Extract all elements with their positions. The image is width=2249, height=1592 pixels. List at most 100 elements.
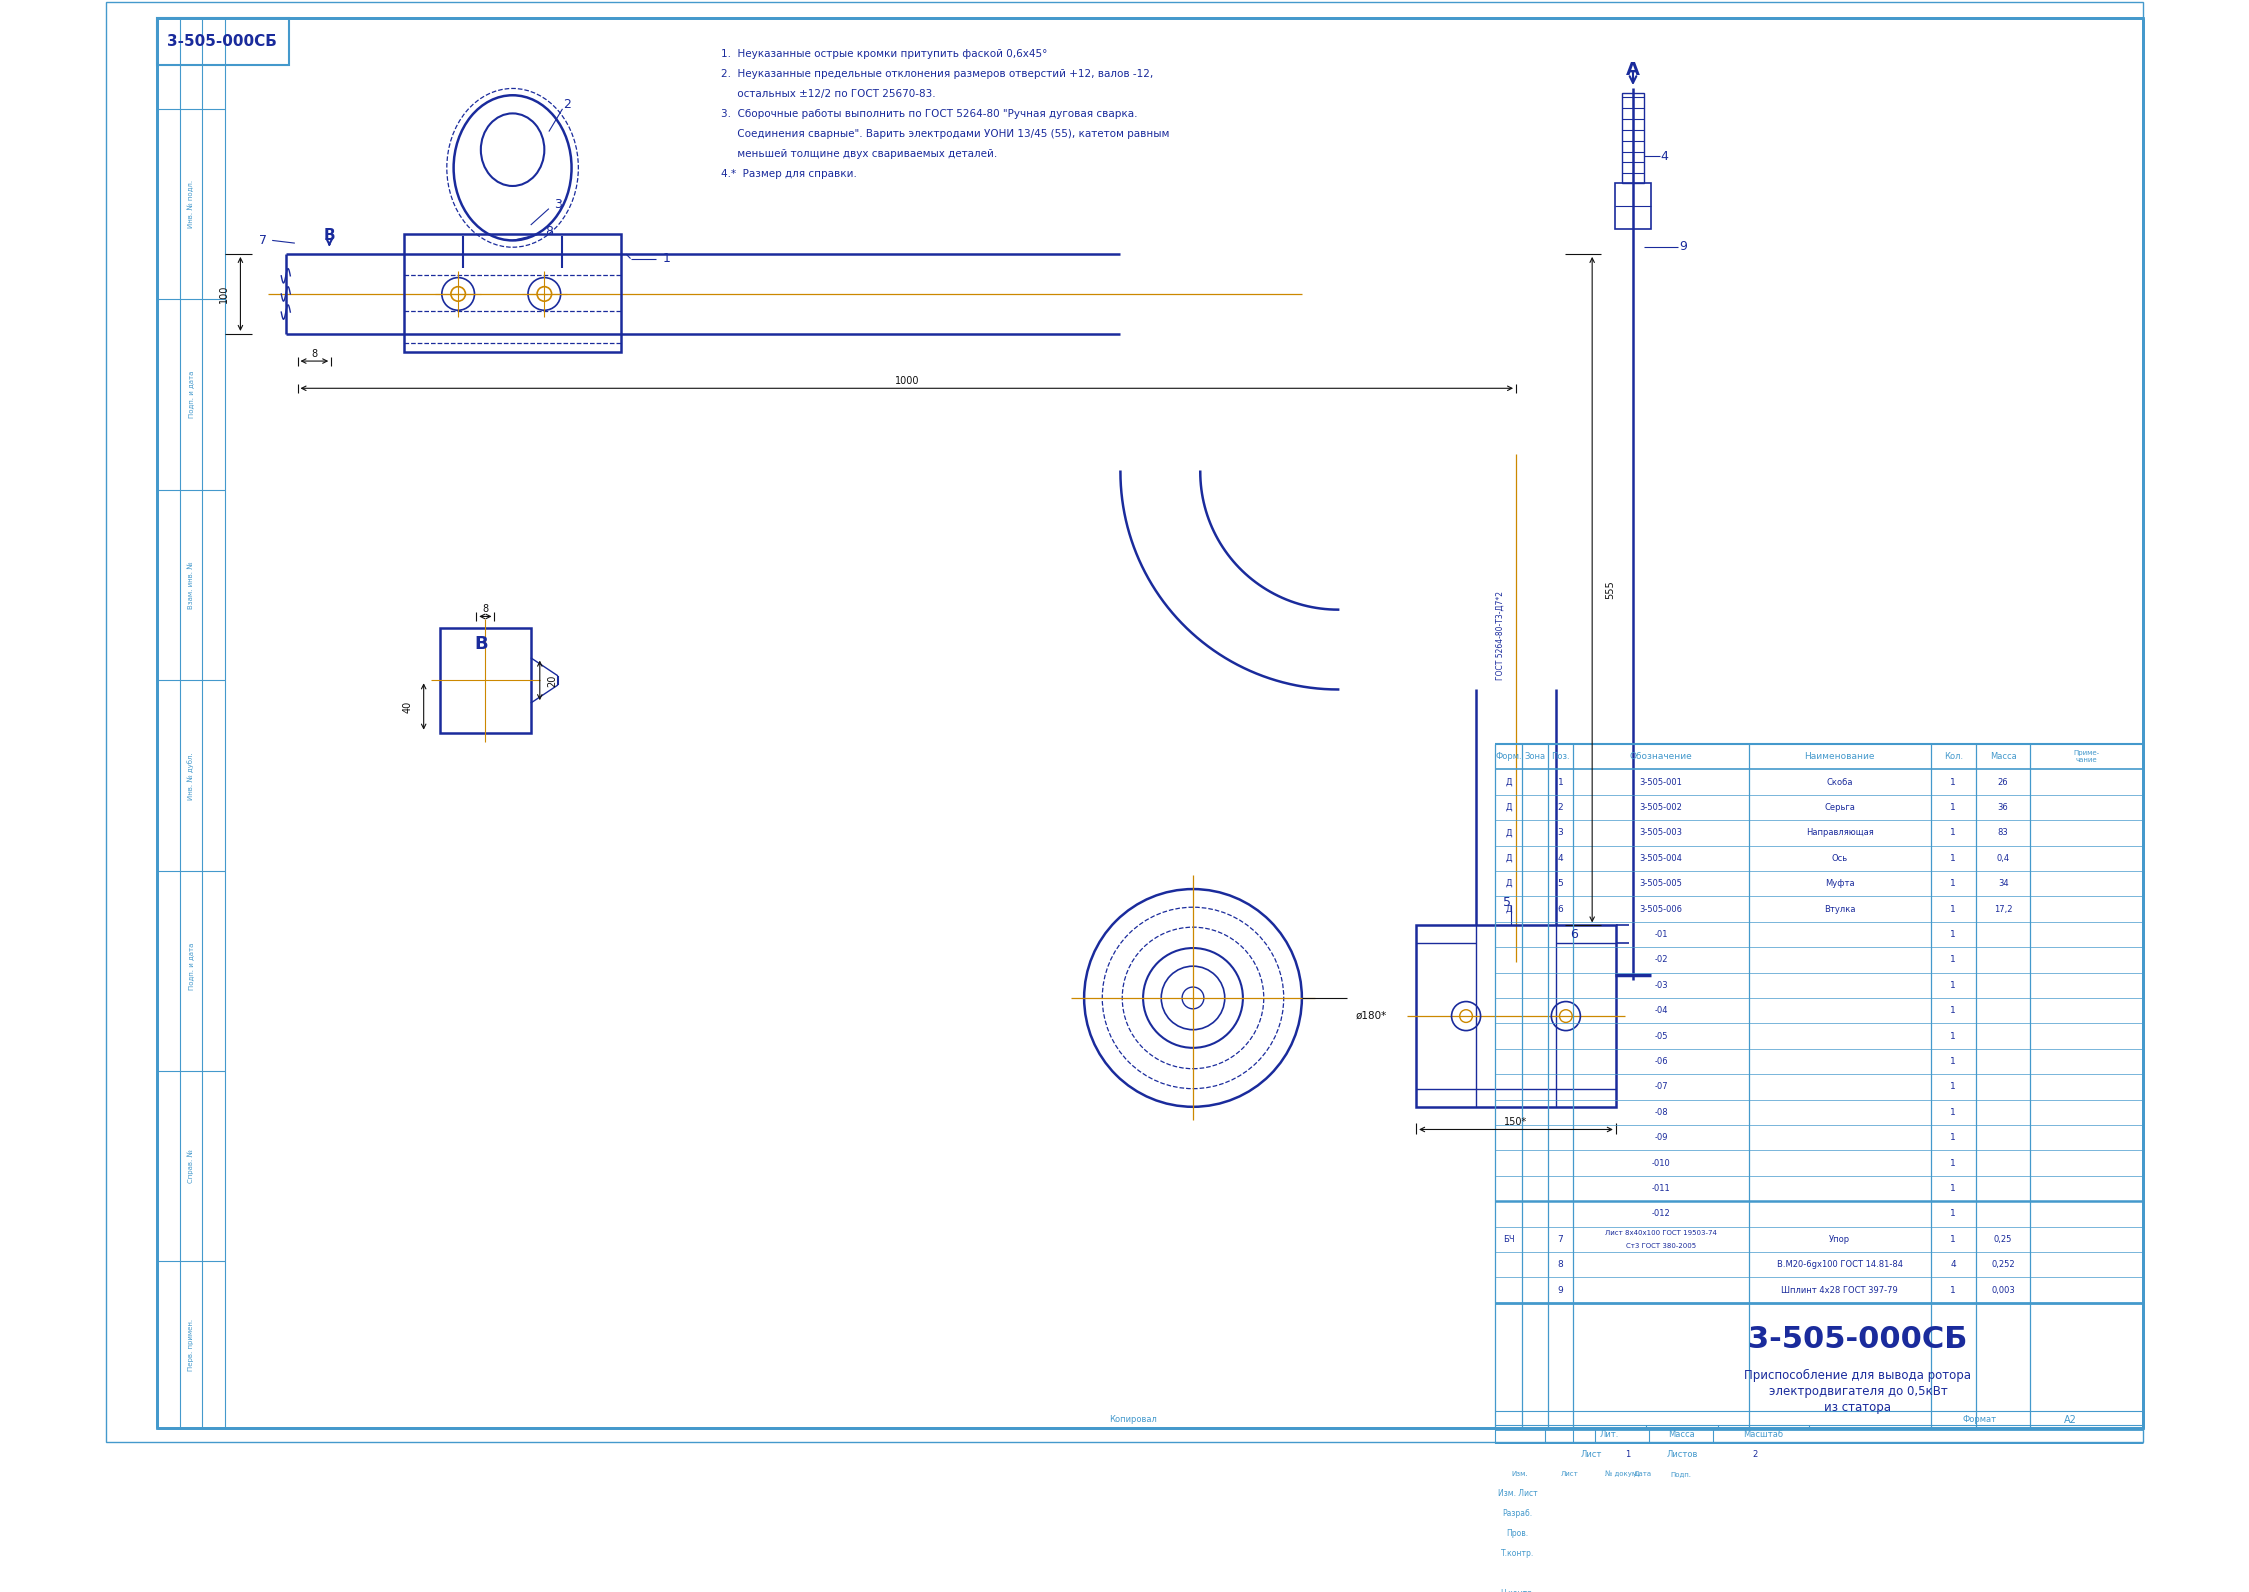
Text: 17,2: 17,2: [1995, 904, 2013, 914]
Text: 1: 1: [1559, 777, 1563, 786]
Text: Масса: Масса: [1990, 751, 2017, 761]
Text: 8: 8: [481, 605, 488, 615]
Text: меньшей толщине двух свариваемых деталей.: меньшей толщине двух свариваемых деталей…: [722, 150, 999, 159]
Text: В.М20-6gх100 ГОСТ 14.81-84: В.М20-6gх100 ГОСТ 14.81-84: [1777, 1261, 1903, 1269]
Text: -03: -03: [1655, 981, 1669, 990]
Text: остальных ±12/2 по ГОСТ 25670-83.: остальных ±12/2 по ГОСТ 25670-83.: [722, 89, 936, 99]
Text: -05: -05: [1655, 1032, 1669, 1041]
Text: БЧ: БЧ: [1502, 1235, 1514, 1243]
Text: Лит.: Лит.: [1599, 1430, 1619, 1439]
Text: 1: 1: [1950, 1083, 1957, 1092]
Text: Подп. и дата: Подп. и дата: [187, 942, 193, 990]
Text: Шплинт 4х28 ГОСТ 397-79: Шплинт 4х28 ГОСТ 397-79: [1781, 1286, 1898, 1294]
Text: 2: 2: [1559, 802, 1563, 812]
Text: 3-505-004: 3-505-004: [1640, 853, 1682, 863]
Text: Приме-
чание: Приме- чание: [2074, 750, 2101, 763]
Text: 0,25: 0,25: [1995, 1235, 2013, 1243]
Text: 3-505-000СБ: 3-505-000СБ: [166, 35, 277, 49]
Text: 0,252: 0,252: [1990, 1261, 2015, 1269]
Text: 1: 1: [1950, 1286, 1957, 1294]
Text: 20: 20: [547, 675, 558, 686]
Text: 5: 5: [1502, 896, 1511, 909]
Text: 0,003: 0,003: [1990, 1286, 2015, 1294]
Text: Разраб.: Разраб.: [1502, 1509, 1534, 1517]
Text: 9: 9: [1680, 240, 1687, 253]
Text: Лист: Лист: [1581, 1450, 1601, 1458]
Text: 7: 7: [259, 234, 268, 247]
Text: Т.контр.: Т.контр.: [1500, 1549, 1534, 1557]
Text: Ст3 ГОСТ 380-2005: Ст3 ГОСТ 380-2005: [1626, 1243, 1696, 1248]
Text: Н.контр.: Н.контр.: [1500, 1589, 1536, 1592]
Text: Серьга: Серьга: [1824, 802, 1855, 812]
Text: -06: -06: [1655, 1057, 1669, 1067]
Bar: [441, 629, 531, 732]
Text: 3.  Сборочные работы выполнить по ГОСТ 5264-80 "Ручная дуговая сварка.: 3. Сборочные работы выполнить по ГОСТ 52…: [722, 110, 1138, 119]
Text: Дата: Дата: [1635, 1471, 1653, 1477]
Text: 1: 1: [1950, 1134, 1957, 1141]
Bar: [1615, 183, 1651, 229]
Text: 1: 1: [1950, 802, 1957, 812]
Text: 3-505-001: 3-505-001: [1640, 777, 1682, 786]
Text: 3-505-005: 3-505-005: [1640, 879, 1682, 888]
Text: Лист 8х40х100 ГОСТ 19503-74: Лист 8х40х100 ГОСТ 19503-74: [1606, 1231, 1716, 1235]
Text: Формат: Формат: [1963, 1415, 1997, 1425]
Text: 1: 1: [1950, 904, 1957, 914]
Text: Перв. примен.: Перв. примен.: [187, 1318, 193, 1371]
Text: 6: 6: [1570, 928, 1579, 941]
Text: 1: 1: [1626, 1450, 1631, 1458]
Text: 26: 26: [1997, 777, 2008, 786]
Bar: [157, 18, 288, 65]
Text: 1: 1: [1950, 1210, 1957, 1218]
Text: 4: 4: [1660, 150, 1669, 162]
Text: 5: 5: [1559, 879, 1563, 888]
Text: 2: 2: [562, 97, 571, 111]
Text: 2.  Неуказанные предельные отклонения размеров отверстий +12, валов -12,: 2. Неуказанные предельные отклонения раз…: [722, 70, 1154, 80]
Text: -012: -012: [1651, 1210, 1671, 1218]
Text: Направляющая: Направляющая: [1806, 828, 1873, 837]
Text: 150*: 150*: [1505, 1118, 1527, 1127]
Bar: [1417, 925, 1615, 1106]
Text: Поз.: Поз.: [1552, 751, 1570, 761]
Text: Скоба: Скоба: [1826, 777, 1853, 786]
Text: B: B: [324, 228, 335, 244]
Text: № докум.: № докум.: [1606, 1471, 1640, 1477]
Text: 1: 1: [1950, 955, 1957, 965]
Text: 1: 1: [1950, 930, 1957, 939]
Text: -010: -010: [1651, 1159, 1671, 1167]
Text: ø180*: ø180*: [1356, 1011, 1385, 1020]
Text: Зона: Зона: [1525, 751, 1545, 761]
Text: Обозначение: Обозначение: [1631, 751, 1693, 761]
Text: 3-505-000СБ: 3-505-000СБ: [1747, 1325, 1968, 1353]
Text: 1: 1: [1950, 1184, 1957, 1192]
Text: 1000: 1000: [895, 376, 920, 385]
Text: Соединения сварные". Варить электродами УОНИ 13/45 (55), катетом равным: Соединения сварные". Варить электродами …: [722, 129, 1169, 139]
Text: 100: 100: [218, 285, 229, 302]
Text: Д: Д: [1505, 904, 1511, 914]
Text: Д: Д: [1505, 802, 1511, 812]
Text: Муфта: Муфта: [1824, 879, 1855, 888]
Text: 1: 1: [1950, 1108, 1957, 1116]
Text: 7: 7: [1559, 1235, 1563, 1243]
Text: B: B: [475, 635, 488, 653]
Text: А2: А2: [2065, 1415, 2076, 1425]
Text: Подп. и дата: Подп. и дата: [187, 371, 193, 419]
Text: Копировал: Копировал: [1109, 1415, 1156, 1425]
Text: 1: 1: [1950, 1159, 1957, 1167]
Text: 1: 1: [1950, 853, 1957, 863]
Text: -04: -04: [1655, 1006, 1669, 1016]
Text: Упор: Упор: [1828, 1235, 1851, 1243]
Text: -011: -011: [1651, 1184, 1671, 1192]
Text: Подп.: Подп.: [1671, 1471, 1691, 1477]
Text: 3-505-006: 3-505-006: [1640, 904, 1682, 914]
Text: Д: Д: [1505, 879, 1511, 888]
Text: 0,4: 0,4: [1997, 853, 2011, 863]
Text: Лист: Лист: [1561, 1471, 1579, 1477]
Text: 1: 1: [1950, 1032, 1957, 1041]
Bar: [1622, 92, 1644, 183]
Text: Д: Д: [1505, 828, 1511, 837]
Text: Ось: Ось: [1831, 853, 1849, 863]
Text: 1: 1: [1950, 1006, 1957, 1016]
Text: Наименование: Наименование: [1804, 751, 1876, 761]
Text: 8: 8: [1559, 1261, 1563, 1269]
Text: 8: 8: [310, 349, 317, 358]
